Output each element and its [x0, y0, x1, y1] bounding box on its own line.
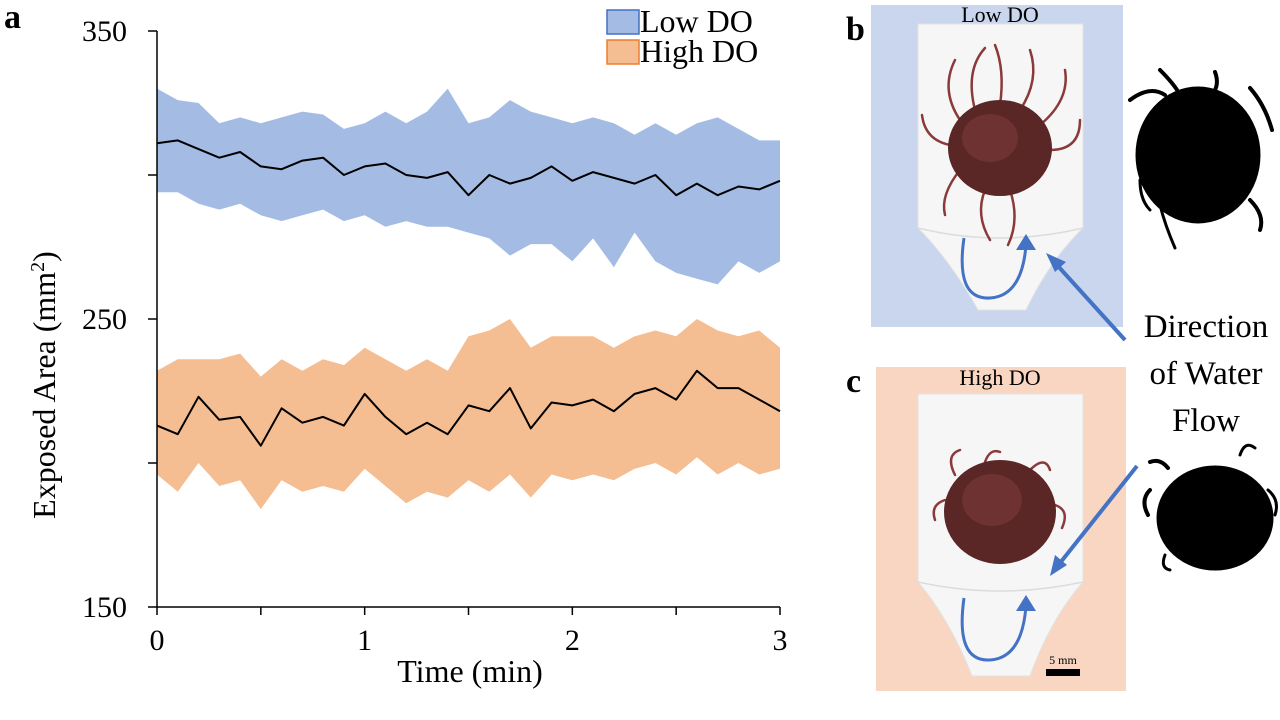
- legend-label-low-do: Low DO: [640, 3, 753, 39]
- x-axis-title: Time (min): [397, 653, 543, 689]
- low-do-silhouette: [1128, 68, 1274, 250]
- flow-pointer-line-bottom: [1058, 464, 1139, 565]
- flow-pointer-arrowhead-bottom-icon: [1050, 555, 1067, 576]
- high-do-silhouette-blob: [1156, 465, 1274, 571]
- y-axis-title: Exposed Area (mm2): [26, 251, 62, 519]
- flow-pointer-arrowhead-top-icon: [1046, 253, 1066, 272]
- y-axis-title-end: ): [26, 251, 62, 262]
- scale-bar-label: 5 mm: [1049, 653, 1077, 667]
- y-tick-label-350: 350: [82, 15, 127, 48]
- panel-letter-c: c: [846, 363, 861, 400]
- high-do-flow-arrowhead-icon: [1016, 595, 1036, 611]
- y-axis-title-sup: 2: [27, 262, 49, 272]
- high-do-title: High DO: [959, 365, 1040, 390]
- flow-pointer-line-top: [1055, 263, 1127, 342]
- high-do-flow-curve-icon: [960, 597, 1028, 662]
- line-low-do-mean: [156, 139, 781, 197]
- panel-letter-a: a: [4, 0, 21, 36]
- high-do-worm-icon: [932, 448, 1067, 530]
- chart-legend: Low DO High DO: [606, 3, 758, 69]
- flow-label-line-2: of Water: [1149, 356, 1262, 392]
- flow-label-line-1: Direction: [1144, 309, 1269, 345]
- low-do-tube-rim: [917, 227, 1084, 239]
- band-low-do: [157, 88, 780, 285]
- high-do-worm-highlight: [962, 474, 1022, 526]
- x-tick-label-0: 0: [150, 624, 165, 657]
- low-do-worm-highlight: [962, 114, 1018, 162]
- panel-letter-b: b: [846, 11, 865, 48]
- y-tick-label-150: 150: [82, 591, 127, 624]
- legend-swatch-high-do: [606, 39, 640, 65]
- y-tick-label-250: 250: [82, 303, 127, 336]
- x-tick-label-2: 2: [565, 624, 580, 657]
- band-high-do: [157, 319, 780, 510]
- chart-bands: [157, 88, 780, 510]
- line-high-do-mean: [156, 369, 781, 447]
- x-tick-label-1: 1: [357, 624, 372, 657]
- chart-tick-labels: 0 1 2 3 150 250 350: [82, 15, 788, 657]
- low-do-silhouette-blob: [1135, 86, 1261, 224]
- y-axis-title-main: Exposed Area (mm: [26, 272, 62, 519]
- high-do-photo-panel: High DO 5 mm: [876, 365, 1126, 691]
- exposed-area-chart: 0 1 2 3 150 250 350 Time (min) Exposed Area (m…: [26, 3, 788, 689]
- flow-label-line-3: Flow: [1172, 403, 1240, 439]
- chart-ticks: [148, 30, 781, 615]
- low-do-title: Low DO: [961, 2, 1039, 27]
- x-tick-label-3: 3: [773, 624, 788, 657]
- scale-bar: [1046, 669, 1080, 676]
- low-do-photo-panel: Low DO: [871, 2, 1123, 327]
- legend-label-high-do: High DO: [640, 33, 758, 69]
- low-do-flow-curve-icon: [960, 237, 1028, 300]
- high-do-tube-rim: [917, 581, 1084, 592]
- chart-mean-lines: [156, 139, 781, 447]
- legend-swatch-low-do: [606, 9, 640, 35]
- low-do-flow-arrowhead-icon: [1016, 234, 1036, 250]
- high-do-silhouette: [1142, 443, 1278, 572]
- water-flow-annotation: Direction of Water Flow: [1046, 253, 1268, 576]
